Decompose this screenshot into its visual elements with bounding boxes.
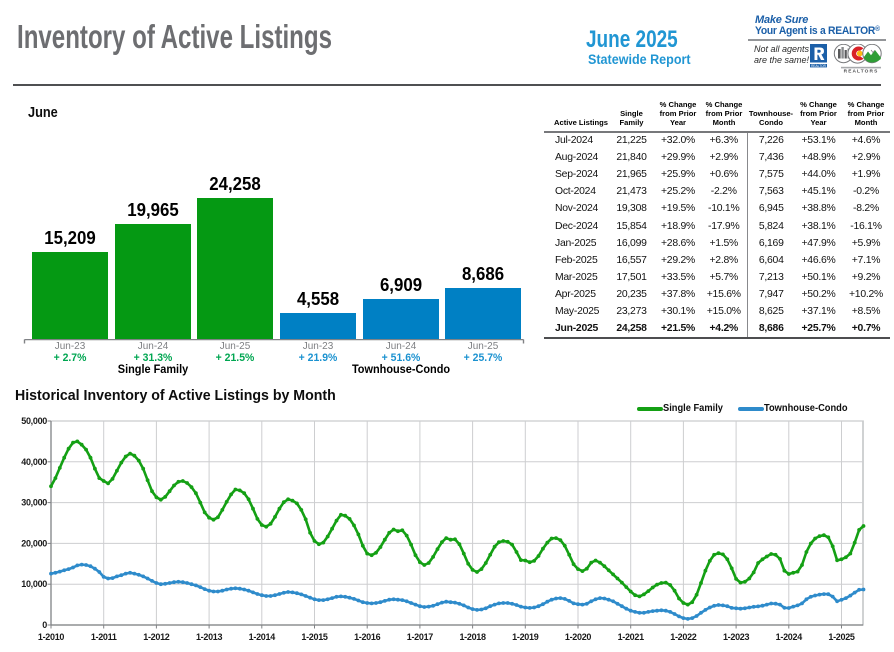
svg-text:1-2019: 1-2019 [512,632,539,642]
svg-text:1-2015: 1-2015 [301,632,328,642]
svg-text:1-2023: 1-2023 [723,632,750,642]
svg-text:1-2014: 1-2014 [249,632,276,642]
svg-text:1-2017: 1-2017 [407,632,434,642]
svg-text:1-2022: 1-2022 [670,632,697,642]
svg-text:10,000: 10,000 [21,579,47,589]
svg-text:REALTOR: REALTOR [811,64,826,68]
svg-text:1-2016: 1-2016 [354,632,381,642]
svg-text:50,000: 50,000 [21,416,47,426]
svg-text:0: 0 [42,620,47,630]
svg-text:1-2020: 1-2020 [565,632,592,642]
svg-text:20,000: 20,000 [21,538,47,548]
svg-text:1-2021: 1-2021 [618,632,645,642]
svg-text:1-2025: 1-2025 [828,632,855,642]
svg-text:1-2012: 1-2012 [143,632,170,642]
svg-text:1-2024: 1-2024 [776,632,803,642]
svg-text:30,000: 30,000 [21,498,47,508]
svg-text:1-2011: 1-2011 [91,632,117,642]
svg-text:40,000: 40,000 [21,457,47,467]
svg-text:REALTORS: REALTORS [844,69,879,74]
svg-text:1-2013: 1-2013 [196,632,223,642]
svg-text:1-2010: 1-2010 [38,632,65,642]
svg-text:1-2018: 1-2018 [459,632,486,642]
